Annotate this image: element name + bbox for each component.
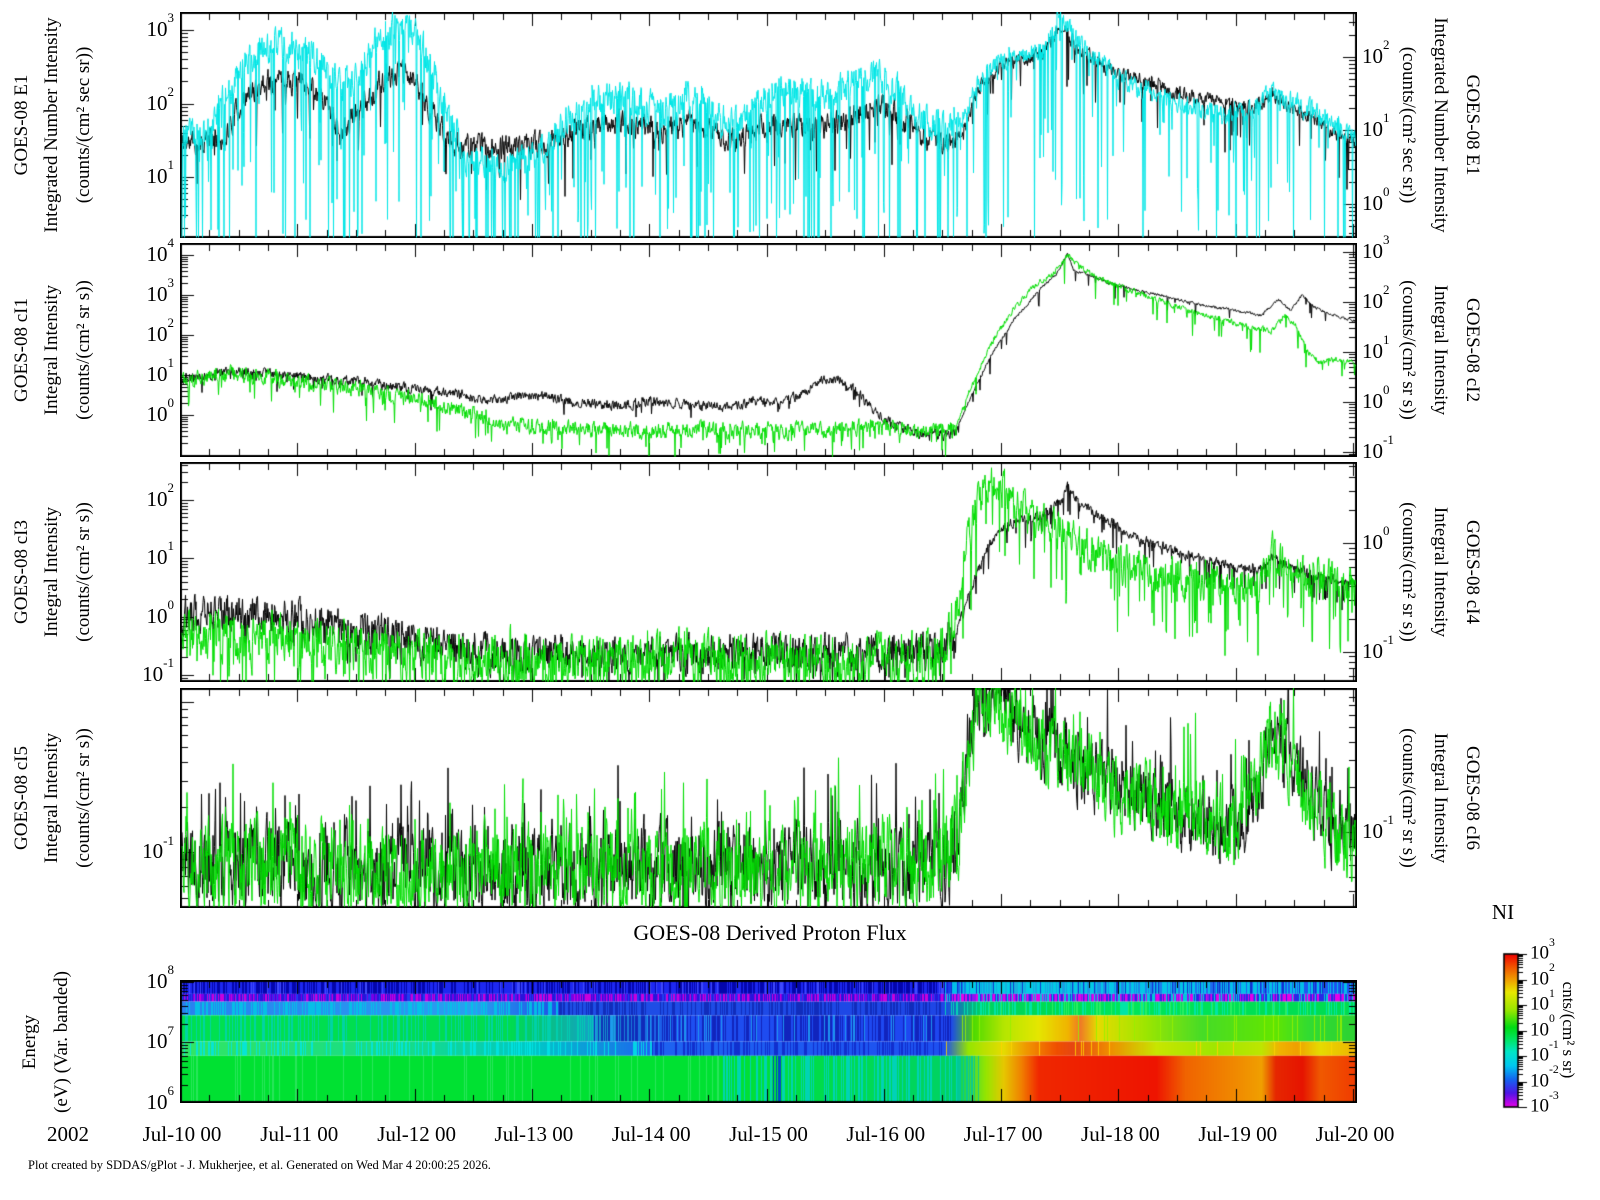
tick-label: 102	[1362, 282, 1390, 313]
panel-3-canvas	[180, 462, 1357, 682]
tick-label: 103	[146, 275, 174, 306]
spectrogram-title: GOES-08 Derived Proton Flux	[633, 920, 907, 945]
tick-label: 102	[1362, 36, 1390, 68]
footer-credit: Plot created by SDDAS/gPlot - J. Mukherj…	[28, 1158, 491, 1172]
tick-label: 102	[146, 315, 174, 346]
spec-left-tick-labels: 108 107 106	[118, 962, 174, 1114]
x-tick-label-10: Jul-20 00	[1315, 1122, 1395, 1146]
p3-right-tick-labels: 100 10-1	[1362, 462, 1422, 682]
x-tick-label-6: Jul-16 00	[846, 1122, 926, 1146]
x-tick-label-3: Jul-13 00	[494, 1122, 574, 1146]
tick-label: 100	[1362, 183, 1390, 215]
tick-label: 100	[146, 395, 174, 426]
x-tick-label-1: Jul-11 00	[260, 1122, 339, 1146]
x-tick-label-8: Jul-18 00	[1081, 1122, 1160, 1146]
panel-4-canvas	[180, 688, 1357, 908]
panel-2-canvas	[180, 243, 1357, 457]
x-axis-year-label: 2002	[47, 1122, 89, 1146]
tick-label: 101	[146, 538, 174, 570]
tick-label: 10-1	[1362, 631, 1394, 663]
colorbar-canvas	[1502, 950, 1540, 1111]
tick-label: 101	[1362, 110, 1390, 142]
p2-left-tick-labels: 104 103 102 101 100	[118, 235, 174, 457]
spec-ylabel-line-1: (eV) (Var. banded)	[51, 970, 72, 1113]
p2-right-tick-labels: 103 102 101 100 10-1	[1362, 232, 1422, 463]
p4-right-axis-label-line-1: Integral Intensity	[1430, 732, 1451, 864]
x-tick-label-4: Jul-14 00	[611, 1122, 691, 1146]
p1-right-tick-labels: 102 101 100	[1362, 12, 1422, 238]
tick-label: 101	[146, 355, 174, 386]
tick-label: 10-1	[142, 832, 174, 864]
x-tick-label-9: Jul-19 00	[1198, 1122, 1278, 1146]
p4-left-axis-label-line-2: (counts/(cm² sr s))	[73, 728, 94, 868]
panel-1-canvas	[180, 12, 1357, 238]
tick-label: 103	[1530, 935, 1555, 964]
tick-label: 101	[1530, 986, 1555, 1015]
p4-left-tick-labels: 10-1	[118, 688, 174, 908]
tick-label: 103	[1362, 232, 1390, 263]
p3-left-tick-labels: 102 101 100 10-1	[118, 462, 174, 686]
tick-label: 102	[1530, 961, 1555, 989]
x-tick-label-2: Jul-12 00	[377, 1122, 456, 1146]
tick-label: 10-1	[142, 655, 174, 686]
tick-label: 101	[1362, 332, 1390, 363]
tick-label: 100	[1362, 382, 1390, 413]
tick-label: 100	[1362, 522, 1390, 554]
tick-label: 102	[146, 83, 174, 115]
tick-label: 106	[146, 1083, 174, 1114]
tick-label: 107	[146, 1022, 174, 1054]
tick-label: 10-1	[1362, 811, 1394, 843]
tick-label: 10-2	[1530, 1063, 1559, 1091]
tick-label: 10-3	[1530, 1088, 1559, 1117]
tick-label: 108	[146, 961, 174, 993]
p4-right-tick-labels: 10-1	[1362, 688, 1422, 908]
tick-label: 104	[146, 235, 174, 266]
p4-right-axis-label-line-0: GOES-08 cI6	[1462, 746, 1483, 850]
x-tick-label-7: Jul-17 00	[963, 1122, 1043, 1146]
x-tick-label-5: Jul-15 00	[729, 1122, 808, 1146]
colorbar-title: NI	[1491, 900, 1515, 924]
tick-label: 10-1	[1362, 432, 1394, 463]
tick-label: 101	[146, 157, 174, 188]
tick-label: 102	[146, 480, 174, 511]
tick-label: 103	[146, 10, 174, 41]
p1-left-tick-labels: 103 102 101	[118, 10, 174, 238]
x-tick-label-0: Jul-10 00	[142, 1122, 222, 1146]
tick-label: 10-1	[1530, 1037, 1559, 1066]
tick-label: 100	[1530, 1012, 1555, 1040]
tick-label: 100	[146, 596, 174, 628]
colorbar-tick-labels: 103 102 101 100 10-1 10-2 10-3	[1530, 936, 1582, 1117]
spectrogram-canvas	[180, 980, 1357, 1103]
spec-ylabel-line-0: Energy	[19, 1014, 40, 1069]
